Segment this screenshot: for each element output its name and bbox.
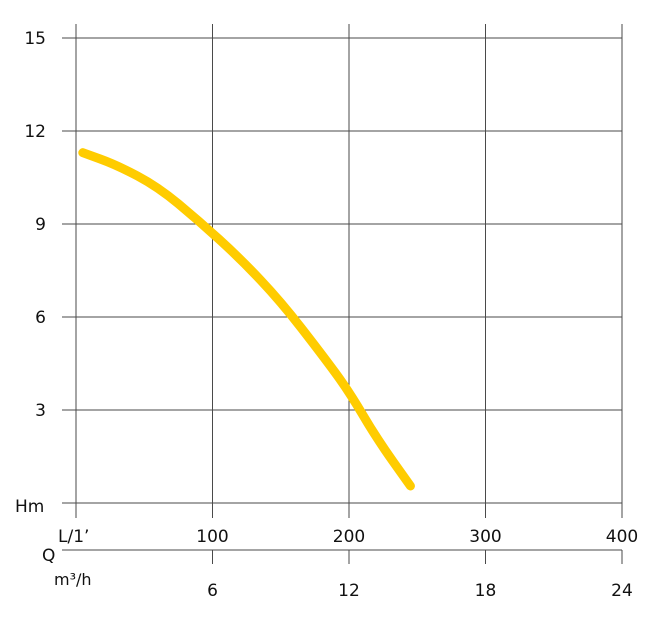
y-axis-label: Hm — [15, 497, 44, 517]
x-primary-tick-label: 200 — [333, 527, 365, 547]
grid — [62, 24, 623, 518]
x-primary-tick-label: 100 — [196, 527, 228, 547]
y-tick-label: 9 — [35, 215, 46, 235]
x-primary-axis-label: L/1’ — [58, 527, 89, 547]
series-line — [78, 148, 415, 491]
x-secondary-axis-label: Q — [42, 546, 55, 566]
x-secondary-tick-label: 24 — [611, 581, 633, 601]
y-tick-label: 3 — [35, 401, 46, 421]
y-tick-label: 6 — [35, 308, 46, 328]
x-secondary-tick-label: 6 — [207, 581, 218, 601]
y-tick-label: 15 — [24, 29, 46, 49]
labels: Hm L/1’ Q m³/h 3 6 9 12 15 100 200 300 400 6 12 18 2… — [15, 29, 638, 601]
axes — [62, 24, 623, 564]
series-layer — [78, 148, 415, 491]
x-secondary-tick-label: 12 — [338, 581, 360, 601]
x-secondary-tick-label: 18 — [475, 581, 497, 601]
y-tick-label: 12 — [24, 122, 46, 142]
x-primary-tick-label: 400 — [606, 527, 638, 547]
x-primary-tick-label: 300 — [469, 527, 501, 547]
x-secondary-unit-label: m³/h — [54, 570, 92, 589]
